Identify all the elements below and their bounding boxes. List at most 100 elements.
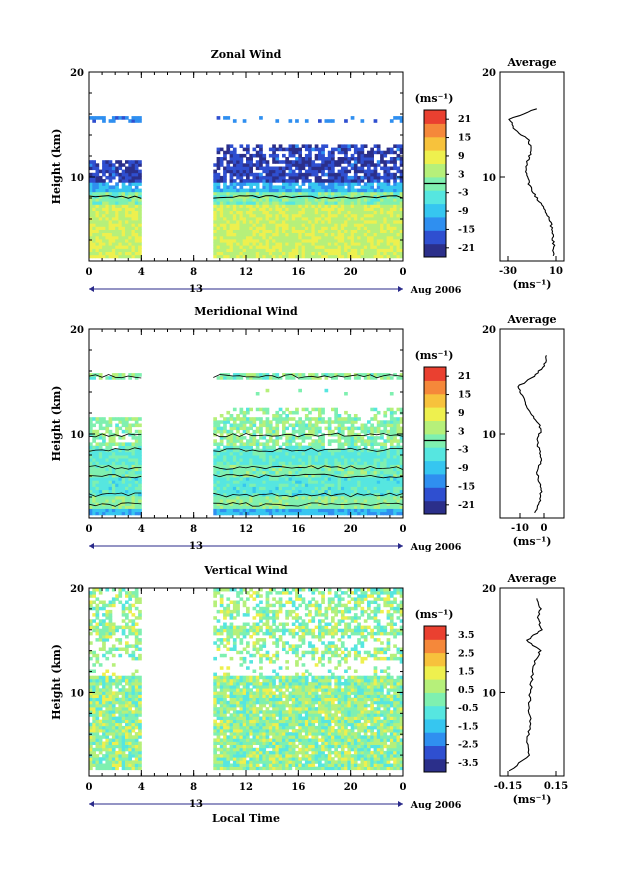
heatmap-cell (275, 220, 280, 224)
heatmap-cell (389, 473, 394, 478)
heatmap-cell (380, 458, 384, 462)
heatmap-cell (337, 226, 342, 230)
heatmap-cell (353, 175, 358, 180)
heatmap-cell (304, 483, 309, 487)
heatmap-cell (278, 455, 283, 459)
heatmap-cell (252, 188, 257, 193)
heatmap-cell (321, 486, 325, 491)
heatmap-cell (347, 239, 352, 243)
heatmap-cell (344, 376, 348, 380)
heatmap-cell (118, 116, 123, 120)
heatmap-cell (383, 201, 388, 205)
heatmap-cell (386, 210, 391, 215)
heatmap-cell (213, 245, 217, 249)
heatmap-cell (399, 464, 404, 468)
heatmap-cell (213, 226, 217, 230)
heatmap-cell (134, 439, 139, 443)
heatmap-cell (393, 483, 397, 487)
heatmap-cell (314, 144, 319, 148)
heatmap-cell (128, 242, 132, 246)
heatmap-cell (304, 191, 309, 196)
heatmap-cell (108, 179, 113, 183)
heatmap-cell (265, 201, 270, 205)
heatmap-cell (108, 489, 113, 494)
heatmap-cell (108, 235, 113, 240)
heatmap-cell (373, 505, 378, 509)
heatmap-cell (288, 248, 293, 252)
heatmap-cell (308, 505, 312, 509)
heatmap-cell (298, 464, 302, 468)
heatmap-cell (216, 480, 221, 484)
heatmap-cell (223, 445, 227, 450)
heatmap-cell (252, 511, 257, 516)
heatmap-cell (259, 220, 263, 224)
heatmap-cell (340, 373, 345, 377)
heatmap-cell (213, 492, 217, 497)
heatmap-cell (232, 489, 237, 494)
heatmap-cell (288, 376, 293, 380)
x-tick-label: 0 (400, 267, 407, 278)
heatmap-cell (318, 429, 322, 434)
heatmap-cell (272, 445, 276, 450)
heatmap-cell (370, 213, 374, 218)
heatmap-cell (298, 191, 302, 196)
heatmap-cell (344, 451, 348, 456)
heatmap-cell (327, 511, 332, 516)
heatmap-cell (239, 417, 244, 421)
heatmap-cell (291, 188, 296, 193)
heatmap-cell (357, 160, 361, 164)
heatmap-cell (344, 439, 348, 443)
heatmap-cell (282, 495, 286, 500)
average-x-tick-label: 0 (541, 523, 548, 534)
heatmap-cell (118, 251, 123, 256)
heatmap-cell (89, 477, 93, 481)
heatmap-cell (98, 204, 103, 208)
heatmap-cell (131, 160, 136, 164)
heatmap-cell (344, 216, 348, 221)
heatmap-cell (229, 508, 234, 513)
heatmap-cell (105, 163, 110, 167)
heatmap-cell (272, 216, 276, 221)
heatmap-cell (102, 442, 106, 446)
heatmap-cell (118, 492, 123, 497)
heatmap-cell (246, 182, 250, 186)
heatmap-cell (370, 198, 374, 202)
heatmap-cell (304, 163, 309, 167)
heatmap-cell (367, 191, 371, 196)
heatmap-cell (321, 188, 325, 193)
heatmap-cell (318, 235, 322, 240)
heatmap-cell (115, 432, 119, 437)
heatmap-cell (278, 166, 283, 171)
heatmap-cell (373, 223, 378, 227)
heatmap-cell (337, 414, 342, 418)
heatmap-cell (331, 461, 335, 465)
heatmap-cell (232, 480, 237, 484)
heatmap-cell (229, 150, 234, 155)
heatmap-cell (265, 464, 270, 468)
heatmap-cell (311, 489, 316, 494)
heatmap-cell (275, 417, 280, 421)
heatmap-cell (347, 185, 352, 189)
heatmap-cell (383, 163, 388, 167)
heatmap-cell (363, 448, 368, 453)
average-x-label: (ms⁻¹) (513, 535, 552, 548)
heatmap-cell (304, 223, 309, 227)
heatmap-cell (255, 235, 260, 240)
heatmap-cell (255, 439, 260, 443)
heatmap-cell (252, 216, 257, 221)
heatmap-cell (229, 160, 234, 164)
heatmap-cell (265, 388, 270, 393)
heatmap-cell (252, 172, 257, 177)
heatmap-cell (318, 502, 322, 506)
heatmap-cell (115, 511, 119, 516)
heatmap-cell (376, 239, 381, 243)
heatmap-cell (301, 207, 306, 211)
heatmap-cell (275, 235, 280, 240)
heatmap-cell (275, 166, 280, 171)
heatmap-cell (275, 185, 280, 189)
heatmap-cell (301, 210, 306, 215)
heatmap-cell (259, 489, 263, 494)
heatmap-cell (236, 163, 240, 167)
heatmap-cell (327, 166, 332, 171)
heatmap-cell (288, 204, 293, 208)
